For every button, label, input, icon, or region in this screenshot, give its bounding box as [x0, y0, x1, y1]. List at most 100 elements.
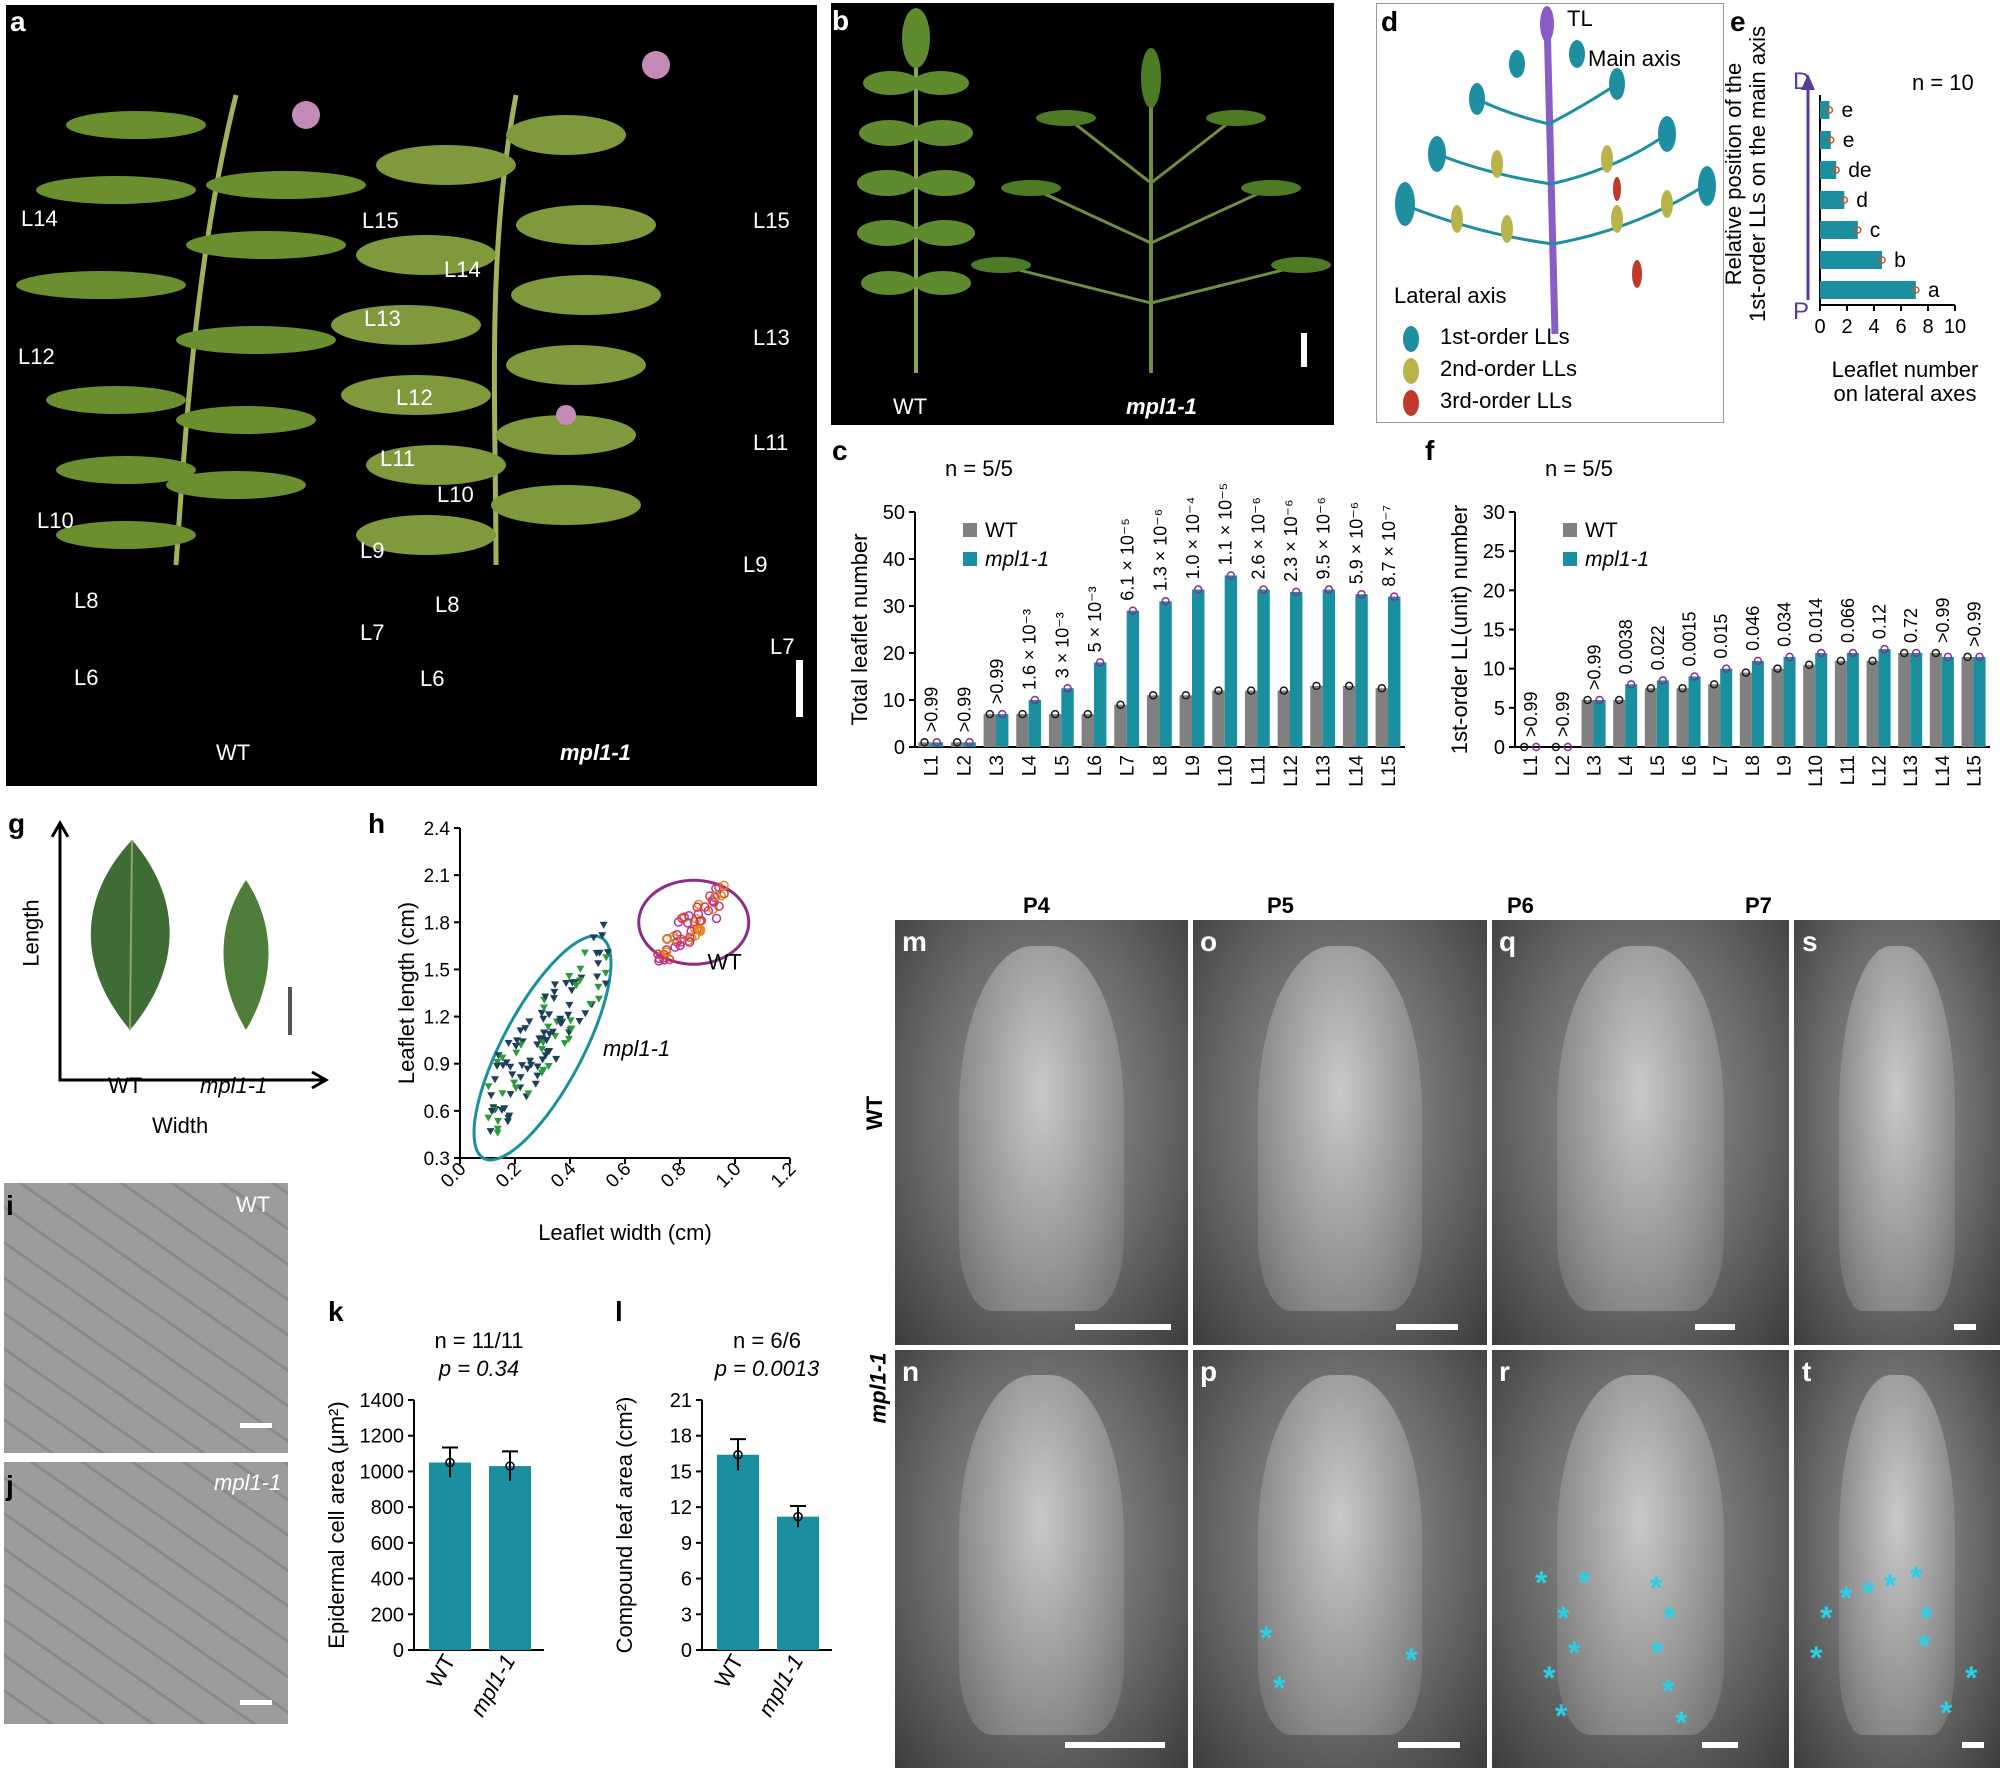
y-tick-label: 20	[1483, 580, 1505, 602]
data-point	[1063, 684, 1072, 693]
data-point	[503, 1118, 512, 1126]
x-tick-label: mpl1-1	[465, 1650, 520, 1721]
data-point	[1658, 676, 1668, 685]
bar-wt	[918, 742, 931, 747]
asterisk-marker: *	[1840, 1580, 1853, 1616]
bar-wt	[1375, 688, 1389, 747]
data-point	[1116, 700, 1125, 709]
data-point	[675, 940, 685, 951]
y-tick-label: 30	[1483, 502, 1505, 524]
x-tick-label: L8	[1743, 755, 1764, 776]
bar-mpl1-1	[1094, 662, 1107, 747]
sem-r	[1492, 1350, 1789, 1768]
asterisk-marker: *	[1910, 1560, 1923, 1596]
panel-letter-d: d	[1381, 6, 1399, 37]
y-tick-label: 2.4	[424, 819, 451, 840]
asterisk-marker: *	[1862, 1575, 1875, 1611]
x-tick-label: L10	[1806, 755, 1827, 787]
bar-mpl1-1	[996, 714, 1009, 747]
data-point	[1563, 742, 1573, 752]
panel-letter-c: c	[832, 435, 848, 466]
bar-wt	[1081, 714, 1095, 747]
p-value-label: 0.0038	[1616, 619, 1636, 674]
data-point	[1312, 681, 1321, 691]
data-point	[1880, 644, 1889, 654]
y-tick-label: 1000	[360, 1461, 405, 1483]
data-point	[1519, 742, 1529, 752]
x-tick-label: WT	[422, 1650, 461, 1692]
data-point	[1832, 166, 1840, 174]
a-mut-L7: L7	[770, 634, 795, 659]
bar-mpl1-1	[489, 1466, 531, 1650]
legend-3rd-icon	[1403, 390, 1419, 416]
p-value-label: 5.9 × 10⁻⁶	[1346, 502, 1366, 584]
data-point	[1128, 606, 1138, 615]
x-tick-label: L5	[1648, 755, 1669, 776]
bar-mpl1-1	[777, 1516, 819, 1650]
data-point	[598, 932, 607, 940]
a-label-L11: L11	[380, 446, 416, 471]
y-tick-label: 21	[670, 1390, 692, 1412]
data-point	[1193, 585, 1203, 594]
i-scale-bar	[240, 1423, 272, 1428]
data-point	[592, 950, 601, 958]
data-point	[602, 954, 611, 962]
a-label-L9: L9	[360, 538, 385, 563]
mpl1-1-cluster-ellipse	[472, 934, 613, 1162]
bar-mpl1-1	[1257, 589, 1270, 747]
asterisk-marker: *	[1918, 1628, 1931, 1664]
bar-wt	[1676, 688, 1689, 747]
data-point	[550, 981, 559, 989]
y-tick-label: 0.6	[424, 1102, 450, 1123]
a-mut-L15: L15	[753, 208, 790, 233]
data-point	[1551, 742, 1561, 752]
bar-leaflet-number	[1820, 161, 1837, 179]
panel-g-illustration	[50, 819, 330, 1090]
e-n-label: n = 10	[1912, 70, 1974, 95]
data-point	[541, 993, 550, 1001]
p-value-label: 0.72	[1901, 608, 1921, 643]
panel-a-photo	[6, 5, 817, 786]
y-tick-label: 10	[1483, 659, 1505, 681]
legend-wt-label: WT	[985, 519, 1018, 542]
y-axis-label: 1st-order LL(unit) number	[1447, 505, 1472, 754]
data-point	[670, 942, 680, 952]
data-point	[599, 921, 608, 929]
data-point	[445, 1457, 455, 1468]
b-mut-label: mpl1-1	[1126, 394, 1197, 419]
data-point	[1840, 196, 1849, 204]
a-label-L7: L7	[360, 620, 385, 645]
x-tick-label: L1	[922, 755, 943, 776]
bar-wt	[1277, 690, 1291, 747]
data-point	[1583, 695, 1592, 705]
e-xlabel: Leaflet number on lateral axes	[1820, 358, 1990, 406]
data-point	[733, 1450, 743, 1460]
y-tick-label: 1200	[360, 1426, 405, 1448]
legend-wt-label: WT	[1585, 519, 1618, 542]
data-point	[1721, 664, 1731, 673]
p-value-label: >0.99	[1965, 601, 1985, 647]
arrow-head-icon	[1801, 74, 1815, 90]
bar-mpl1-1	[1656, 680, 1669, 747]
data-point	[527, 1061, 536, 1069]
asterisk-marker: *	[1662, 1673, 1675, 1709]
data-point	[682, 918, 693, 928]
data-point	[1690, 672, 1699, 681]
data-point	[1943, 652, 1953, 662]
data-point	[1868, 656, 1877, 666]
data-point	[533, 1063, 542, 1071]
d-legend-3rd: 3rd-order LLs	[1440, 388, 1573, 413]
x-tick-label: L3	[1585, 755, 1606, 776]
data-point	[550, 988, 559, 996]
y-axis-label: Epidermal cell area (μm²)	[324, 1401, 349, 1648]
panel-letter-e: e	[1730, 6, 1746, 37]
x-tick-label: WT	[710, 1650, 749, 1692]
data-point	[545, 1011, 554, 1019]
asterisk-marker: *	[1405, 1642, 1418, 1678]
data-point	[654, 956, 664, 966]
x-tick-label: L11	[1248, 755, 1269, 785]
data-point	[1827, 136, 1835, 144]
data-point	[566, 1017, 575, 1025]
data-point	[684, 937, 695, 948]
data-point	[525, 1018, 534, 1026]
